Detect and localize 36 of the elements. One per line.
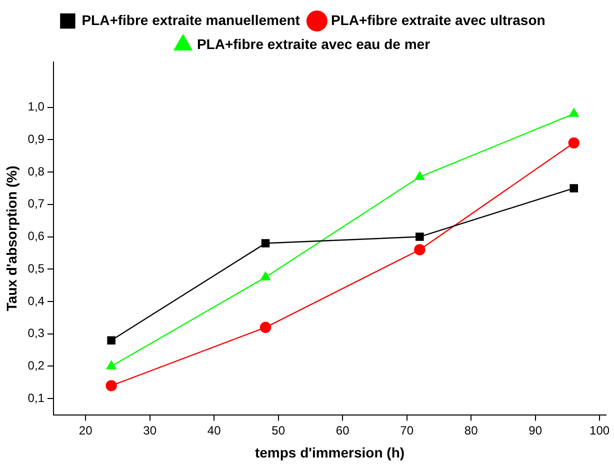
y-tick-label: 0,3: [28, 326, 45, 340]
point: [106, 380, 117, 392]
x-tick-label: 20: [78, 423, 93, 438]
x-tick-label: 60: [336, 423, 350, 438]
point: [414, 171, 425, 180]
y-tick-label: 0,2: [28, 358, 45, 373]
x-tick-label: 90: [528, 423, 542, 438]
y-tick-label: 0,4: [28, 294, 45, 308]
y-tick-label: 0,5: [28, 261, 45, 276]
y-tick-label: 1,0: [28, 100, 45, 114]
point: [261, 239, 270, 248]
x-axis-title: temps d'immersion (h): [254, 444, 405, 460]
legend-label: PLA+fibre extraite avec eau de mer: [196, 36, 431, 52]
y-tick-label: 0,9: [28, 132, 45, 146]
y-tick-label: 0,7: [28, 196, 45, 211]
x-tick-label: 40: [207, 423, 222, 438]
x-tick-label: 100: [590, 423, 610, 438]
x-tick-label: 70: [400, 423, 414, 438]
y-tick-label: 0,6: [28, 229, 45, 244]
point: [106, 360, 116, 370]
x-tick-label: 80: [464, 423, 478, 438]
y-tick-label: 0,8: [28, 164, 45, 178]
legend-label: PLA+fibre extraite avec ultrason: [330, 12, 546, 28]
x-tick-label: 30: [143, 423, 157, 438]
point: [568, 137, 580, 149]
point: [414, 244, 426, 256]
point: [107, 336, 116, 344]
y-axis-title: Taux d'absorption (%): [3, 166, 20, 312]
point: [260, 322, 272, 334]
legend-label: PLA+fibre extraite manuellement: [82, 12, 300, 28]
point: [416, 232, 424, 241]
y-tick-label: 0,1: [28, 390, 45, 405]
x-tick-label: 50: [272, 423, 286, 438]
point: [568, 108, 579, 117]
point: [570, 184, 578, 192]
point: [260, 272, 270, 280]
